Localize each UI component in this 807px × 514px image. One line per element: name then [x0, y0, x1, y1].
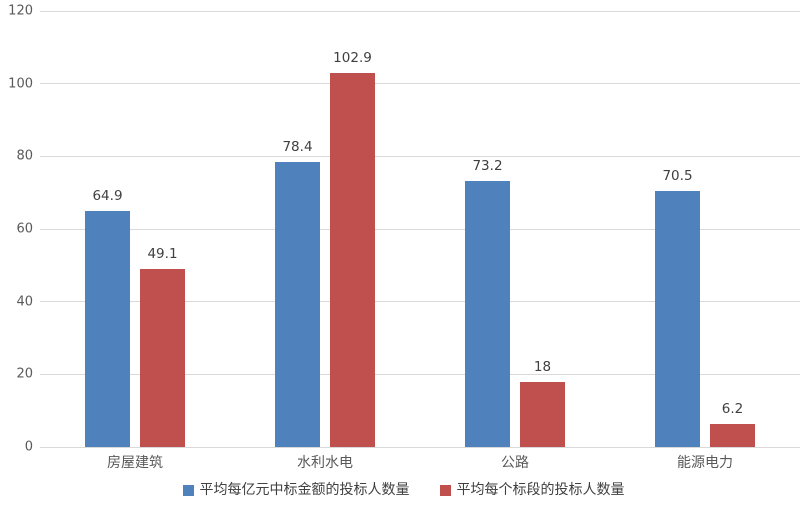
bar — [520, 381, 565, 447]
gridline — [40, 155, 800, 157]
bar — [465, 181, 510, 447]
data-label: 102.9 — [333, 50, 372, 67]
data-label: 70.5 — [662, 167, 693, 184]
y-axis: 0 20 40 60 80 100 120 — [0, 5, 33, 454]
bar-wrap: 70.5 — [655, 169, 700, 447]
gridline — [40, 228, 800, 230]
y-tick-label: 80 — [16, 148, 33, 164]
y-tick-label: 120 — [8, 3, 33, 19]
data-label: 6.2 — [721, 401, 744, 418]
bar-wrap: 102.9 — [330, 52, 375, 447]
legend-label: 平均每个标段的投标人数量 — [456, 482, 625, 498]
y-tick-label: 100 — [8, 76, 33, 92]
bar-wrap: 49.1 — [140, 247, 185, 447]
legend-label: 平均每亿元中标金额的投标人数量 — [199, 482, 410, 498]
x-category-label: 能源电力 — [677, 455, 733, 471]
bar-wrap: 78.4 — [275, 141, 320, 447]
gridline — [40, 83, 800, 85]
legend-item: 平均每亿元中标金额的投标人数量 — [182, 482, 410, 498]
x-category-label: 房屋建筑 — [107, 455, 163, 471]
bar — [140, 268, 185, 447]
data-label: 49.1 — [147, 245, 178, 262]
y-tick-label: 60 — [16, 221, 33, 237]
gridline — [40, 10, 800, 12]
legend-item: 平均每个标段的投标人数量 — [439, 482, 625, 498]
bar-wrap: 73.2 — [465, 160, 510, 447]
data-label: 73.2 — [472, 158, 503, 175]
bar-wrap: 64.9 — [85, 190, 130, 447]
x-axis: 房屋建筑 水利水电 公路 能源电力 — [40, 455, 800, 472]
data-label: 64.9 — [92, 188, 123, 205]
data-label: 18 — [533, 358, 552, 375]
bar-wrap: 18 — [520, 360, 565, 447]
legend: 平均每亿元中标金额的投标人数量 平均每个标段的投标人数量 — [0, 483, 807, 497]
x-category-label: 水利水电 — [297, 455, 353, 471]
bar — [655, 190, 700, 447]
x-category-label: 公路 — [501, 455, 529, 471]
data-label: 78.4 — [282, 139, 313, 156]
plot-area: 64.9 49.1 78.4 102.9 73.2 18 70.5 6.2 — [40, 10, 800, 448]
bar — [85, 211, 130, 447]
bar-group: 73.2 18 — [420, 11, 610, 447]
y-tick-label: 20 — [16, 366, 33, 382]
bar — [330, 73, 375, 447]
legend-swatch-icon — [439, 484, 451, 496]
legend-swatch-icon — [182, 484, 194, 496]
bar-groups: 64.9 49.1 78.4 102.9 73.2 18 70.5 6.2 — [40, 11, 800, 447]
y-tick-label: 0 — [24, 439, 33, 455]
gridline — [40, 301, 800, 303]
bar-wrap: 6.2 — [710, 403, 755, 447]
bar-group: 64.9 49.1 — [40, 11, 230, 447]
bar-group: 78.4 102.9 — [230, 11, 420, 447]
gridline — [40, 373, 800, 375]
y-tick-label: 40 — [16, 294, 33, 310]
bar-group: 70.5 6.2 — [610, 11, 800, 447]
bar — [275, 162, 320, 447]
bar — [710, 424, 755, 447]
gridline — [40, 446, 800, 448]
